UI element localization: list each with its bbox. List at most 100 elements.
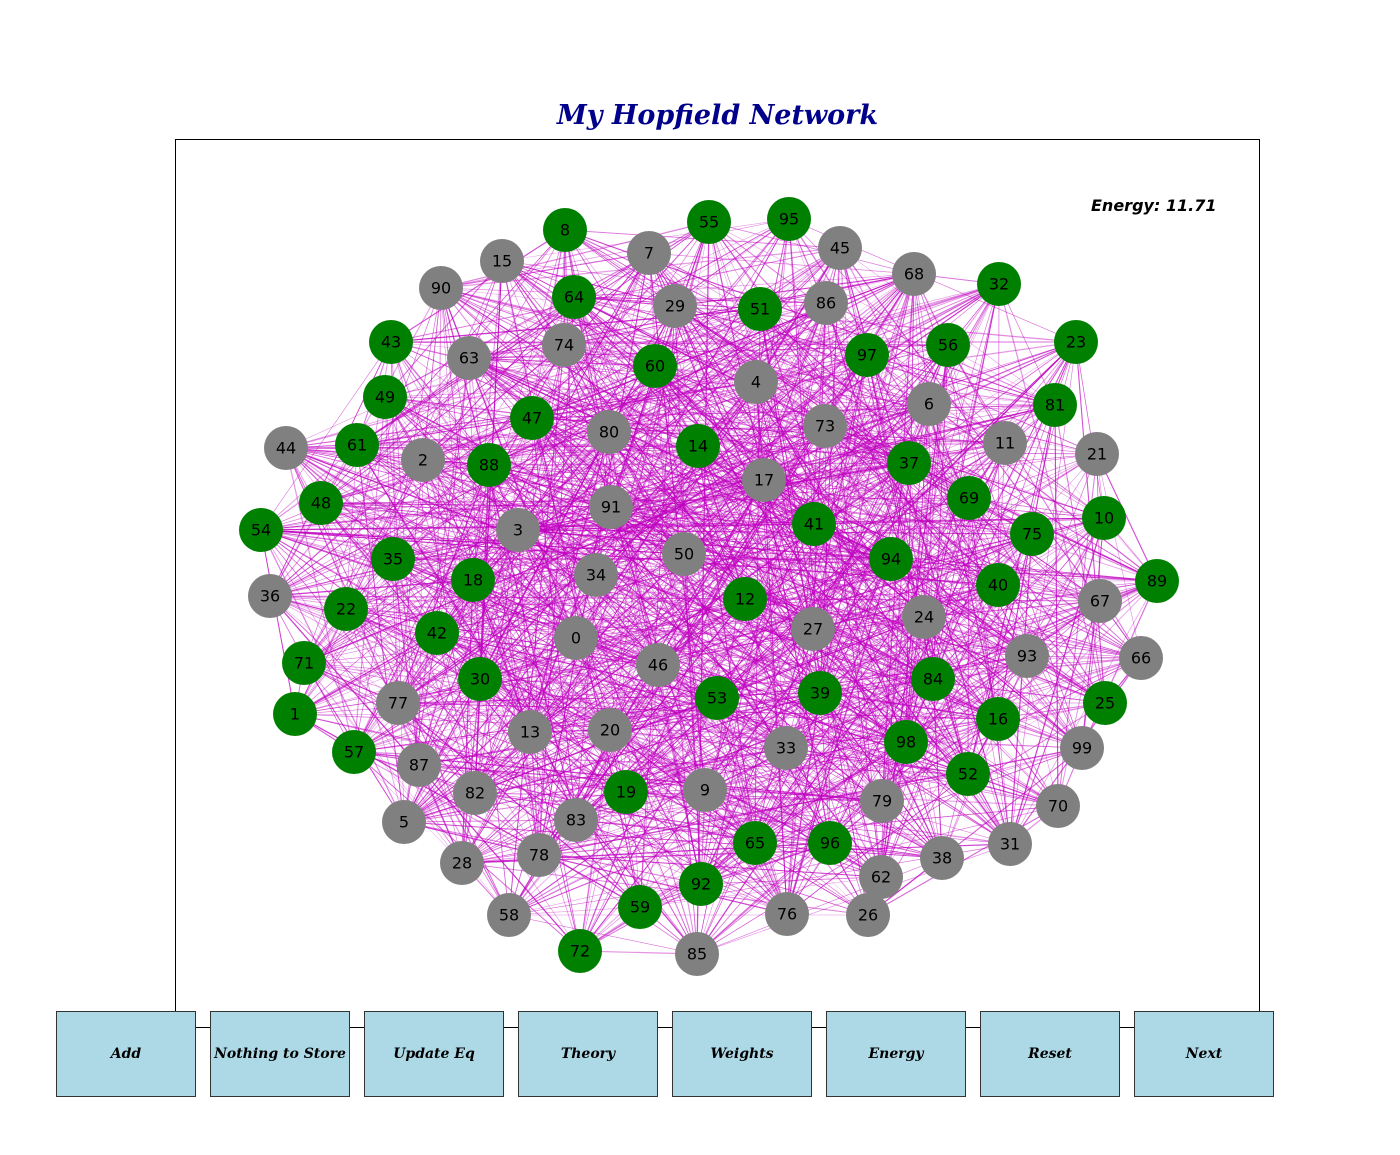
node-21[interactable]: 21 <box>1075 432 1119 476</box>
node-70[interactable]: 70 <box>1036 784 1080 828</box>
node-92[interactable]: 92 <box>679 862 723 906</box>
node-31[interactable]: 31 <box>988 822 1032 866</box>
node-5[interactable]: 5 <box>382 800 426 844</box>
node-2[interactable]: 2 <box>401 438 445 482</box>
node-71[interactable]: 71 <box>282 641 326 685</box>
node-86[interactable]: 86 <box>804 281 848 325</box>
node-23[interactable]: 23 <box>1054 320 1098 364</box>
node-58[interactable]: 58 <box>487 893 531 937</box>
node-22[interactable]: 22 <box>324 587 368 631</box>
node-45[interactable]: 45 <box>818 226 862 270</box>
node-94[interactable]: 94 <box>869 537 913 581</box>
node-89[interactable]: 89 <box>1135 559 1179 603</box>
node-82[interactable]: 82 <box>453 771 497 815</box>
node-66[interactable]: 66 <box>1119 636 1163 680</box>
node-0[interactable]: 0 <box>554 616 598 660</box>
node-60[interactable]: 60 <box>633 344 677 388</box>
reset-button[interactable]: Reset <box>980 1011 1120 1097</box>
node-38[interactable]: 38 <box>920 836 964 880</box>
node-6[interactable]: 6 <box>907 382 951 426</box>
node-48[interactable]: 48 <box>299 481 343 525</box>
node-78[interactable]: 78 <box>517 833 561 877</box>
node-61[interactable]: 61 <box>335 423 379 467</box>
node-50[interactable]: 50 <box>662 532 706 576</box>
node-76[interactable]: 76 <box>765 892 809 936</box>
node-56[interactable]: 56 <box>926 323 970 367</box>
node-36[interactable]: 36 <box>248 574 292 618</box>
node-97[interactable]: 97 <box>845 333 889 377</box>
energy-button[interactable]: Energy <box>826 1011 966 1097</box>
node-85[interactable]: 85 <box>675 932 719 976</box>
node-93[interactable]: 93 <box>1005 634 1049 678</box>
node-87[interactable]: 87 <box>397 743 441 787</box>
node-72[interactable]: 72 <box>558 929 602 973</box>
node-3[interactable]: 3 <box>496 508 540 552</box>
node-34[interactable]: 34 <box>574 553 618 597</box>
node-8[interactable]: 8 <box>543 208 587 252</box>
node-74[interactable]: 74 <box>542 323 586 367</box>
node-83[interactable]: 83 <box>554 798 598 842</box>
node-28[interactable]: 28 <box>440 841 484 885</box>
add-button[interactable]: Add <box>56 1011 196 1097</box>
node-40[interactable]: 40 <box>976 563 1020 607</box>
node-35[interactable]: 35 <box>371 537 415 581</box>
node-55[interactable]: 55 <box>687 200 731 244</box>
node-42[interactable]: 42 <box>415 611 459 655</box>
node-37[interactable]: 37 <box>887 441 931 485</box>
node-95[interactable]: 95 <box>767 197 811 241</box>
node-98[interactable]: 98 <box>884 720 928 764</box>
node-32[interactable]: 32 <box>977 262 1021 306</box>
node-54[interactable]: 54 <box>239 508 283 552</box>
node-69[interactable]: 69 <box>947 476 991 520</box>
node-19[interactable]: 19 <box>604 770 648 814</box>
next-button[interactable]: Next <box>1134 1011 1274 1097</box>
node-73[interactable]: 73 <box>803 404 847 448</box>
node-1[interactable]: 1 <box>273 692 317 736</box>
node-14[interactable]: 14 <box>676 424 720 468</box>
node-81[interactable]: 81 <box>1033 383 1077 427</box>
node-15[interactable]: 15 <box>480 239 524 283</box>
node-33[interactable]: 33 <box>764 726 808 770</box>
node-13[interactable]: 13 <box>508 710 552 754</box>
node-77[interactable]: 77 <box>376 681 420 725</box>
node-27[interactable]: 27 <box>791 607 835 651</box>
node-9[interactable]: 9 <box>683 768 727 812</box>
node-68[interactable]: 68 <box>892 252 936 296</box>
node-17[interactable]: 17 <box>742 458 786 502</box>
node-30[interactable]: 30 <box>458 657 502 701</box>
node-59[interactable]: 59 <box>618 885 662 929</box>
node-25[interactable]: 25 <box>1083 681 1127 725</box>
node-52[interactable]: 52 <box>946 752 990 796</box>
node-47[interactable]: 47 <box>510 396 554 440</box>
node-4[interactable]: 4 <box>734 360 778 404</box>
node-7[interactable]: 7 <box>627 231 671 275</box>
node-10[interactable]: 10 <box>1082 496 1126 540</box>
nothing-to-store-button[interactable]: Nothing to Store <box>210 1011 350 1097</box>
node-41[interactable]: 41 <box>792 502 836 546</box>
node-16[interactable]: 16 <box>976 697 1020 741</box>
node-18[interactable]: 18 <box>451 558 495 602</box>
weights-button[interactable]: Weights <box>672 1011 812 1097</box>
node-44[interactable]: 44 <box>264 426 308 470</box>
node-79[interactable]: 79 <box>860 779 904 823</box>
node-99[interactable]: 99 <box>1060 726 1104 770</box>
node-43[interactable]: 43 <box>369 320 413 364</box>
node-51[interactable]: 51 <box>738 287 782 331</box>
node-65[interactable]: 65 <box>733 821 777 865</box>
node-88[interactable]: 88 <box>467 443 511 487</box>
node-11[interactable]: 11 <box>983 421 1027 465</box>
node-53[interactable]: 53 <box>695 676 739 720</box>
node-63[interactable]: 63 <box>447 336 491 380</box>
node-75[interactable]: 75 <box>1010 512 1054 556</box>
node-24[interactable]: 24 <box>902 595 946 639</box>
node-96[interactable]: 96 <box>808 821 852 865</box>
node-46[interactable]: 46 <box>636 643 680 687</box>
node-80[interactable]: 80 <box>587 410 631 454</box>
node-62[interactable]: 62 <box>859 855 903 899</box>
node-67[interactable]: 67 <box>1078 579 1122 623</box>
node-64[interactable]: 64 <box>552 275 596 319</box>
node-84[interactable]: 84 <box>911 657 955 701</box>
node-29[interactable]: 29 <box>653 284 697 328</box>
node-49[interactable]: 49 <box>363 375 407 419</box>
node-39[interactable]: 39 <box>798 671 842 715</box>
